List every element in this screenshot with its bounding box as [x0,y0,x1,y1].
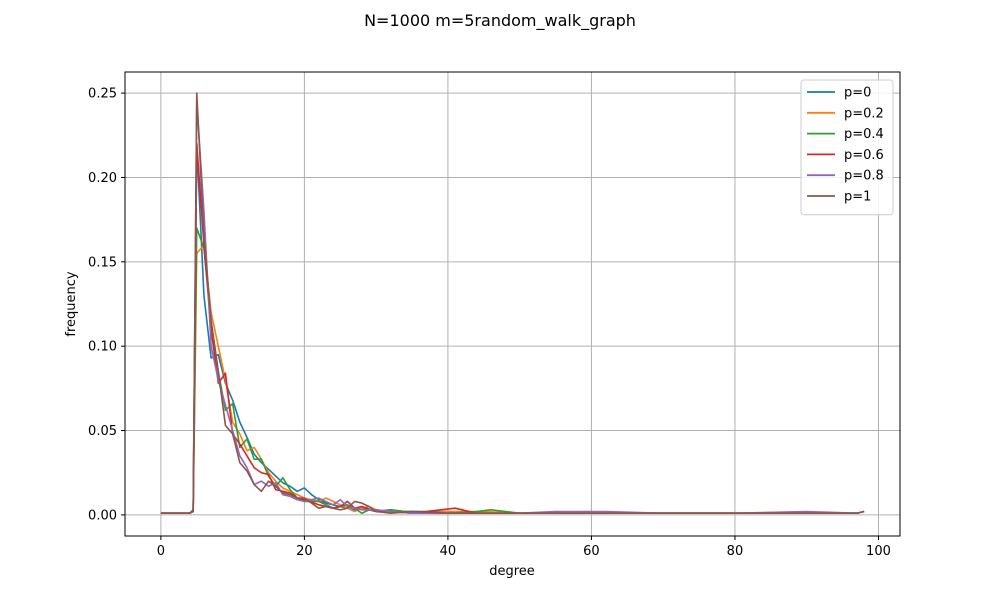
legend-label: p=0.8 [844,169,884,184]
series-line-p-0-8 [160,100,865,515]
plot-frame [124,71,901,537]
chart-title: N=1000 m=5random_walk_graph [364,11,636,31]
x-axis: 0 20 40 60 80 100 [157,536,891,559]
legend-label: p=1 [844,190,871,205]
legend: p=0 p=0.2 p=0.4 p=0.6 p=0.8 p=1 [800,79,894,216]
x-tick-label: 0 [157,544,165,559]
x-axis-label: degree [489,564,535,579]
y-axis: 0.00 0.05 0.10 0.15 0.20 0.25 [88,87,125,523]
legend-label: p=0.4 [844,127,884,142]
x-tick-label: 60 [583,544,600,559]
legend-label: p=0.6 [844,148,884,163]
x-tick-label: 100 [866,544,891,559]
y-tick-label: 0.25 [88,87,117,102]
series-line-p-1 [160,92,865,515]
y-tick-label: 0.20 [88,171,117,186]
series-group [160,92,865,515]
y-tick-label: 0.00 [88,508,117,523]
y-tick-label: 0.15 [88,255,117,270]
y-tick-label: 0.10 [88,340,117,355]
y-axis-label: frequency [64,271,79,337]
x-tick-label: 80 [727,544,744,559]
x-tick-label: 20 [296,544,313,559]
grid-lines [125,72,900,536]
legend-label: p=0.2 [844,106,884,121]
y-tick-label: 0.05 [88,424,117,439]
x-tick-label: 40 [440,544,457,559]
legend-label: p=0 [844,86,871,101]
